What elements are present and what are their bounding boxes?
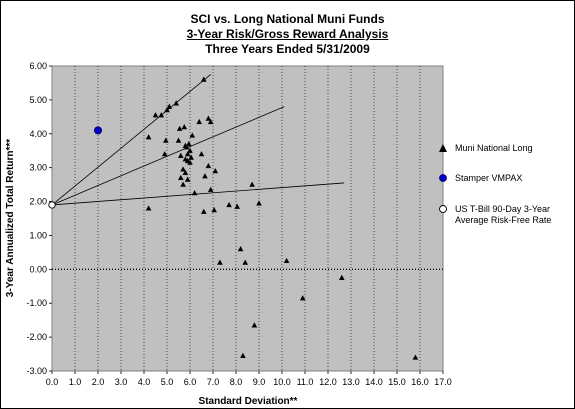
data-point-muni [283, 257, 290, 264]
data-point-stamper [94, 126, 103, 135]
data-point-muni [237, 246, 244, 252]
chart-title: SCI vs. Long National Muni Funds [190, 12, 385, 26]
x-tick-label: 11.0 [297, 377, 314, 387]
data-point-muni [145, 205, 152, 211]
legend-label-muni: Muni National Long [455, 143, 533, 153]
data-point-muni [226, 201, 232, 208]
y-axis-title: 3-Year Annualized Total Return*** [5, 139, 16, 297]
x-tick-label: 10.0 [273, 377, 291, 387]
data-point-muni [181, 124, 188, 130]
data-point-muni [234, 203, 240, 209]
y-tick-label: -3.00 [26, 366, 47, 376]
data-point-muni [242, 259, 248, 265]
data-point-muni [188, 154, 194, 160]
risk-reward-line [51, 74, 211, 206]
data-point-muni [166, 103, 173, 109]
data-point-muni [251, 322, 258, 328]
data-point-muni [178, 152, 184, 159]
data-point-muni [161, 151, 168, 157]
risk-reward-line [51, 182, 345, 206]
y-tick-label: 2.00 [29, 197, 47, 207]
chart-subtitle-period: Three Years Ended 5/31/2009 [205, 42, 370, 56]
data-point-muni [240, 352, 246, 358]
data-point-muni [182, 169, 189, 175]
blue-circle-marker-icon [439, 174, 447, 182]
x-tick-label: 1.0 [69, 377, 82, 387]
data-point-muni [189, 132, 196, 138]
data-point-muni [164, 107, 170, 113]
data-point-muni [187, 159, 193, 165]
chart-subtitle: 3-Year Risk/Gross Reward Analysis [186, 27, 389, 41]
plot-area [51, 65, 444, 372]
legend-label-tbill-line2: Average Risk-Free Rate [455, 215, 552, 225]
data-point-muni [202, 173, 208, 179]
y-tick-label: 6.00 [29, 61, 47, 71]
data-point-muni [186, 140, 192, 147]
y-tick-label: -2.00 [26, 332, 47, 342]
data-point-muni [299, 295, 306, 301]
x-tick-label: 9.0 [253, 377, 266, 387]
open-circle-marker-icon [439, 205, 447, 213]
data-point-muni [183, 144, 190, 150]
data-point-muni [176, 125, 183, 131]
data-point-muni [184, 176, 191, 182]
data-point-muni [201, 208, 207, 214]
data-point-muni [211, 207, 217, 213]
data-point-muni [175, 137, 182, 143]
x-tick-label: 17.0 [434, 377, 452, 387]
x-tick-label: 3.0 [115, 377, 128, 387]
data-point-muni [180, 181, 186, 187]
data-point-muni [145, 134, 152, 140]
data-point-muni [184, 151, 191, 157]
x-tick-label: 0.0 [46, 377, 59, 387]
data-point-muni [180, 166, 186, 172]
x-tick-label: 12.0 [319, 377, 337, 387]
data-point-muni [412, 354, 419, 360]
legend-label-stamper: Stamper VMPAX [455, 173, 523, 183]
x-tick-label: 7.0 [207, 377, 220, 387]
data-point-muni [178, 174, 184, 181]
data-point-muni [152, 112, 159, 118]
data-point-muni [207, 118, 214, 125]
x-tick-label: 2.0 [92, 377, 105, 387]
data-point-muni [187, 147, 193, 153]
y-tick-label: 0.00 [29, 264, 47, 274]
data-point-muni [198, 151, 205, 157]
y-tick-label: 1.00 [29, 230, 47, 240]
data-point-muni [205, 115, 212, 121]
x-tick-label: 13.0 [342, 377, 360, 387]
data-point-muni [217, 259, 223, 265]
x-tick-label: 4.0 [138, 377, 151, 387]
data-point-muni [191, 190, 198, 196]
x-tick-label: 16.0 [411, 377, 429, 387]
data-point-muni [173, 100, 179, 106]
data-point-muni [196, 118, 202, 125]
data-point-muni [163, 137, 169, 143]
data-point-muni [207, 186, 214, 192]
y-tick-label: -1.00 [26, 298, 47, 308]
x-tick-label: 15.0 [388, 377, 406, 387]
x-tick-label: 5.0 [161, 377, 174, 387]
data-point-muni [201, 76, 207, 82]
x-tick-label: 8.0 [230, 377, 243, 387]
data-point-tbill [48, 201, 56, 209]
legend-label-tbill-line1: US T-Bill 90-Day 3-Year [455, 204, 551, 214]
triangle-marker-icon [439, 144, 447, 152]
data-point-muni [339, 274, 345, 281]
x-tick-label: 6.0 [184, 377, 197, 387]
data-point-muni [249, 181, 255, 187]
y-tick-label: 5.00 [29, 95, 47, 105]
data-point-muni [158, 112, 165, 118]
x-tick-label: 14.0 [365, 377, 383, 387]
data-point-muni [205, 162, 212, 169]
y-tick-label: 4.00 [29, 129, 47, 139]
y-tick-label: 3.00 [29, 163, 47, 173]
data-point-muni [256, 200, 262, 206]
x-axis-title: Standard Deviation** [199, 396, 298, 407]
data-point-muni [212, 168, 219, 174]
risk-reward-line [51, 106, 285, 206]
